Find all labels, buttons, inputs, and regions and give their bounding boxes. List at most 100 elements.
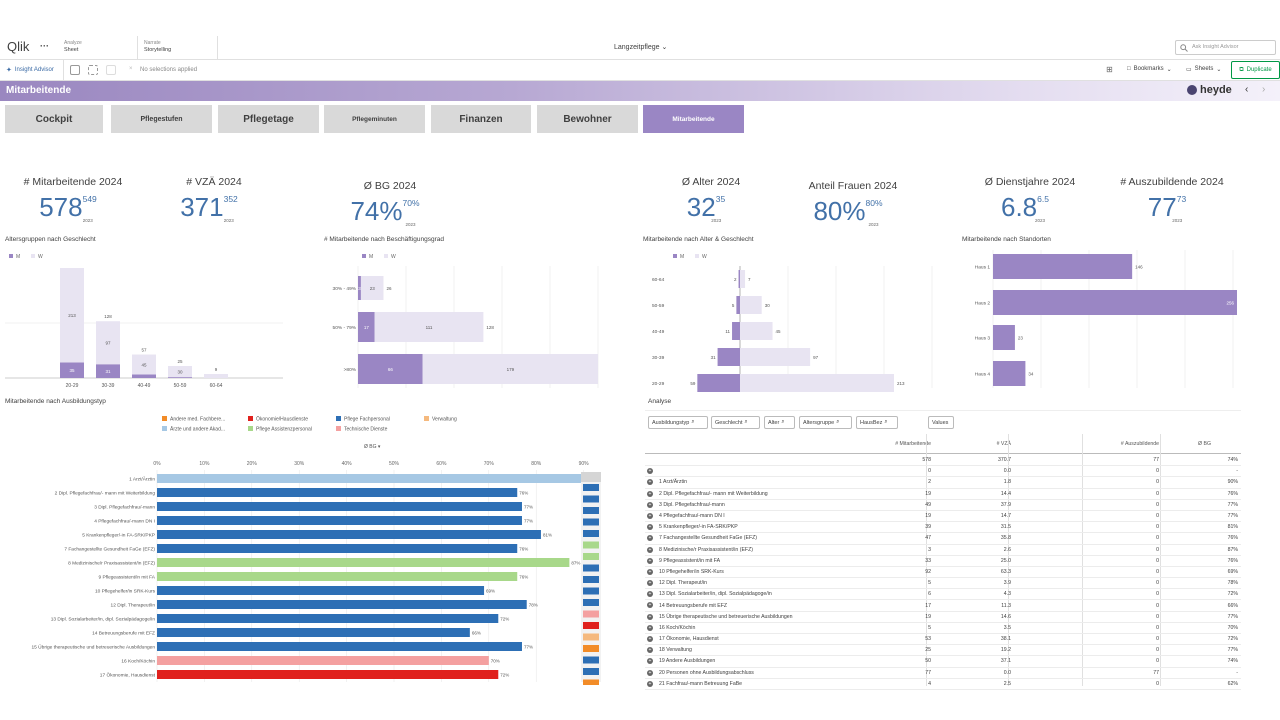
- sheet-title: Mitarbeitende: [6, 85, 72, 96]
- bar-m: [358, 312, 375, 342]
- cell-mitarbeitende: 50: [925, 658, 931, 665]
- next-sheet-icon[interactable]: ›: [1262, 84, 1266, 95]
- expand-icon[interactable]: +: [647, 580, 653, 587]
- kpi-year: 2023: [405, 222, 416, 228]
- nav-pflegeminuten[interactable]: Pflegeminuten: [324, 105, 425, 133]
- table-row[interactable]: +7 Fachangestellte Gesundheit FaGe (EFZ)…: [645, 533, 1241, 545]
- bar: [993, 254, 1133, 279]
- filter-alter[interactable]: Alter ⌕: [764, 416, 795, 429]
- expand-icon[interactable]: +: [647, 501, 653, 508]
- expand-icon[interactable]: +: [647, 512, 653, 519]
- table-row[interactable]: +8 Medizinische/r Praxisassistent/in (EF…: [645, 545, 1241, 556]
- smart-search-icon[interactable]: [70, 65, 80, 75]
- nav-pflegestufen[interactable]: Pflegestufen: [111, 105, 212, 133]
- expand-icon[interactable]: +: [647, 680, 653, 687]
- legend-swatch: [162, 426, 167, 431]
- expand-icon[interactable]: +: [647, 468, 653, 475]
- expand-icon[interactable]: +: [647, 557, 653, 564]
- header-auszubildende[interactable]: # Auszubildende: [1120, 441, 1159, 447]
- table-row[interactable]: +16 Koch/Köchin 5 3.5 0 70%: [645, 623, 1241, 634]
- table-row[interactable]: +12 Dipl. Therapeut/in 5 3.9 0 78%: [645, 578, 1241, 590]
- table-row[interactable]: +10 Pflegehelfer/in SRK-Kurs 92 63.3 0 69%: [645, 567, 1241, 579]
- narrate-tab[interactable]: Narrate Storytelling: [138, 36, 218, 60]
- legend-swatch: [424, 416, 429, 421]
- data-label: 5: [732, 303, 735, 308]
- table-row[interactable]: +9 Pflegeassistent/in mit FA 33 25.0 0 76%: [645, 556, 1241, 567]
- row-label: 17 Ökonomie, Hausdienst: [659, 636, 719, 643]
- clear-selections-icon[interactable]: [106, 65, 116, 75]
- table-row[interactable]: +18 Verwaltung 25 19.2 0 77%: [645, 645, 1241, 657]
- table-row[interactable]: +0 0.0 0 -: [645, 466, 1241, 478]
- search-input[interactable]: Ask Insight Advisor: [1175, 40, 1276, 55]
- expand-icon[interactable]: +: [647, 669, 653, 676]
- nav-cockpit[interactable]: Cockpit: [5, 105, 103, 133]
- nav-mitarbeitende[interactable]: Mitarbeitende: [643, 105, 744, 133]
- data-label: 30: [177, 370, 183, 375]
- table-row[interactable]: +20 Personen ohne Ausbildungsabschluss 77…: [645, 668, 1241, 679]
- legend-swatch: [695, 254, 699, 258]
- x-tick-label: 90%: [579, 461, 590, 467]
- nav-finanzen[interactable]: Finanzen: [431, 105, 531, 133]
- qlik-logo[interactable]: Qlik: [7, 39, 30, 54]
- insight-advisor-button[interactable]: ✦ Insight Advisor: [0, 60, 64, 80]
- data-label: 76%: [519, 575, 528, 580]
- header-mitarbeitende[interactable]: # Mitarbeitende: [895, 441, 931, 447]
- cell-mitarbeitende: 39: [925, 524, 931, 531]
- bookmarks-button[interactable]: □ Bookmarks ⌄: [1127, 66, 1172, 73]
- expand-icon[interactable]: +: [647, 591, 653, 598]
- previous-sheet-icon[interactable]: ‹: [1245, 84, 1249, 95]
- header-bg[interactable]: Ø BG: [1198, 441, 1211, 447]
- table-row[interactable]: +4 Pflegefachfrau/-mann DN I 19 14.7 0 77%: [645, 511, 1241, 523]
- legend-label: M: [16, 254, 20, 260]
- bar-m: [132, 374, 156, 378]
- values-button[interactable]: Values: [928, 416, 954, 429]
- cell-bg: -: [1236, 468, 1238, 475]
- cell-vzae: 14.4: [1000, 490, 1011, 497]
- filter-altersgruppe[interactable]: Altersgruppe ⌕: [799, 416, 852, 429]
- expand-icon[interactable]: +: [647, 636, 653, 642]
- bar: [157, 628, 470, 637]
- analyze-tab[interactable]: Analyze Sheet: [58, 36, 138, 60]
- x-tick-label: 70%: [484, 461, 495, 467]
- table-row[interactable]: +15 Übrige therapeutische und betreueris…: [645, 612, 1241, 623]
- table-row[interactable]: +13 Dipl. Sozialarbeiter/in, dipl. Sozia…: [645, 589, 1241, 601]
- expand-icon[interactable]: +: [647, 613, 653, 620]
- lasso-select-icon[interactable]: [88, 65, 98, 75]
- app-title-dropdown[interactable]: Langzeitpflege ⌄: [614, 43, 667, 51]
- table-row[interactable]: +17 Ökonomie, Hausdienst 53 38.1 0 72%: [645, 634, 1241, 646]
- table-row[interactable]: +1 Arzt/Ärztin 2 1.8 0 90%: [645, 477, 1241, 489]
- table-row[interactable]: +14 Betreuungsberufe mit EFZ 17 11.3 0 66%: [645, 600, 1241, 612]
- table-row[interactable]: +3 Dipl. Pflegefachfrau/-mann 49 37.9 0 77%: [645, 500, 1241, 511]
- filter-hausbez[interactable]: HausBez ⌕: [856, 416, 898, 429]
- bar: [157, 642, 522, 651]
- table-row[interactable]: +21 Fachfrau/-mann Betreuung FaBe 4 2.5 0 62…: [645, 679, 1241, 690]
- expand-icon[interactable]: +: [647, 535, 653, 542]
- expand-icon[interactable]: +: [647, 602, 653, 609]
- header-vzae[interactable]: # VZÄ: [996, 441, 1011, 447]
- table-row[interactable]: +19 Andere Ausbildungen 50 37.1 0 74%: [645, 656, 1241, 668]
- kpi-title: Anteil Frauen 2024: [808, 180, 898, 192]
- table-row[interactable]: +5 Krankenpfleger/-in FA-SRK/PKP 39 31.5 0 8…: [645, 522, 1241, 534]
- nav-bewohner[interactable]: Bewohner: [537, 105, 638, 133]
- grid-icon[interactable]: ⊞: [1106, 65, 1113, 74]
- mini-bar: [583, 645, 599, 652]
- nav-pflegetage[interactable]: Pflegetage: [218, 105, 319, 133]
- expand-icon[interactable]: +: [647, 546, 653, 553]
- filter-geschlecht[interactable]: Geschlecht ⌕: [711, 416, 760, 429]
- row-label: 2 Dipl. Pflegefachfrau/- mann mit Weiter…: [659, 490, 768, 497]
- expand-icon[interactable]: +: [647, 568, 653, 575]
- expand-icon[interactable]: +: [647, 524, 653, 531]
- expand-icon[interactable]: +: [647, 647, 653, 654]
- expand-icon[interactable]: +: [647, 490, 653, 497]
- filter-ausbildungstyp[interactable]: Ausbildungstyp ⌕: [648, 416, 708, 429]
- expand-icon[interactable]: +: [647, 658, 653, 665]
- expand-icon[interactable]: +: [647, 479, 653, 486]
- data-label: 26: [386, 286, 392, 291]
- expand-icon[interactable]: +: [647, 624, 653, 631]
- table-row[interactable]: +2 Dipl. Pflegefachfrau/- mann mit Weite…: [645, 489, 1241, 500]
- mini-bar: [583, 518, 599, 526]
- more-menu-icon[interactable]: ···: [40, 41, 49, 51]
- sheets-button[interactable]: ▭ Sheets ⌄: [1186, 66, 1221, 73]
- duplicate-button[interactable]: ⧉ Duplicate: [1231, 61, 1280, 79]
- x-tick-label: 40%: [342, 461, 353, 467]
